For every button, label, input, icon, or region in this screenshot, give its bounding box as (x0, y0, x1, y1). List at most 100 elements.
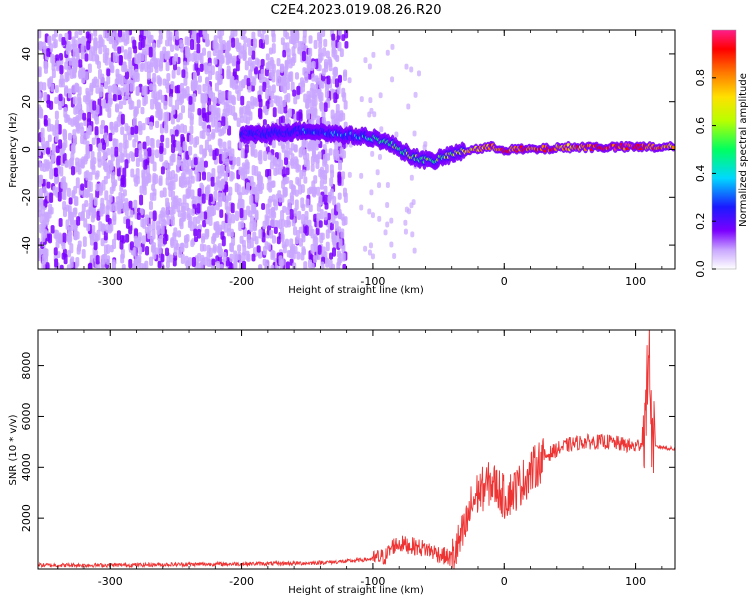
sparse-speckle (409, 174, 414, 181)
noise-speckle (285, 81, 290, 91)
noise-speckle (258, 38, 263, 49)
noise-speckle (42, 41, 47, 50)
noise-speckle (108, 194, 113, 203)
noise-speckle (227, 146, 232, 157)
noise-speckle (287, 198, 292, 210)
noise-speckle (311, 73, 316, 82)
noise-speckle (222, 251, 227, 262)
noise-speckle (49, 206, 54, 215)
noise-speckle (91, 160, 96, 170)
noise-speckle (273, 200, 278, 211)
noise-speckle (270, 207, 275, 217)
noise-speckle (303, 176, 308, 184)
noise-speckle (84, 53, 89, 62)
noise-speckle (122, 96, 127, 106)
noise-speckle (242, 245, 247, 256)
noise-speckle (184, 237, 189, 249)
noise-speckle (180, 202, 185, 213)
sparse-speckle (390, 43, 395, 50)
noise-speckle (165, 111, 170, 122)
noise-speckle (208, 86, 213, 97)
noise-speckle (258, 229, 263, 239)
noise-speckle (142, 141, 147, 150)
noise-speckle (140, 106, 145, 115)
noise-speckle (81, 72, 86, 84)
noise-speckle (149, 236, 154, 245)
noise-speckle (106, 32, 111, 42)
noise-speckle (102, 99, 107, 109)
x-tick-label: 0 (501, 275, 508, 288)
noise-speckle (43, 247, 48, 259)
noise-speckle (131, 153, 136, 162)
noise-speckle (307, 94, 312, 104)
noise-speckle (229, 228, 234, 238)
noise-speckle (319, 170, 324, 181)
noise-speckle (179, 82, 184, 92)
noise-speckle (336, 261, 341, 269)
noise-speckle (213, 190, 218, 202)
noise-speckle (98, 221, 103, 232)
noise-speckle (336, 250, 341, 258)
noise-speckle (159, 52, 164, 63)
noise-speckle (341, 171, 346, 180)
snr-frame (37, 329, 676, 570)
noise-speckle (198, 117, 203, 126)
noise-speckle (139, 185, 144, 194)
noise-speckle (190, 189, 195, 200)
noise-speckle (58, 52, 63, 61)
x-tick-label: 100 (625, 275, 646, 288)
noise-speckle (197, 84, 202, 95)
noise-speckle (270, 217, 275, 228)
noise-speckle (128, 258, 133, 269)
noise-speckle (225, 206, 230, 215)
noise-speckle (344, 41, 349, 49)
noise-speckle (254, 98, 259, 107)
noise-speckle (291, 35, 296, 44)
noise-speckle (301, 213, 306, 225)
noise-speckle (216, 107, 221, 118)
noise-speckle (93, 241, 98, 251)
noise-speckle (105, 214, 110, 223)
noise-speckle (254, 192, 259, 203)
noise-speckle (264, 262, 269, 269)
noise-speckle (193, 157, 198, 166)
colorbar-tick-label: 0.4 (694, 165, 707, 183)
noise-speckle (196, 215, 201, 225)
noise-speckle (257, 179, 262, 187)
noise-speckle (220, 192, 225, 202)
noise-speckle (302, 149, 307, 161)
noise-speckle (239, 106, 244, 115)
noise-speckle (184, 162, 189, 173)
noise-speckle (172, 139, 177, 148)
noise-speckle (281, 100, 286, 108)
noise-speckle (160, 94, 165, 103)
noise-speckle (77, 111, 82, 121)
noise-speckle (118, 100, 123, 110)
noise-speckle (54, 258, 59, 268)
noise-speckle (183, 124, 188, 134)
noise-speckle (288, 58, 293, 69)
noise-speckle (46, 147, 51, 155)
noise-speckle (326, 75, 331, 85)
noise-speckle (59, 74, 64, 85)
sparse-speckle (385, 201, 390, 208)
noise-speckle (251, 50, 256, 60)
sparse-speckle (370, 150, 375, 157)
noise-speckle (66, 187, 71, 198)
noise-speckle (149, 121, 154, 130)
noise-speckle (195, 136, 200, 146)
noise-speckle (234, 79, 239, 90)
y-tick-label: -40 (20, 236, 33, 254)
noise-speckle (210, 176, 215, 187)
sparse-speckle (367, 249, 372, 256)
noise-speckle (187, 220, 192, 229)
noise-speckle (85, 90, 90, 101)
noise-speckle (211, 258, 216, 266)
noise-speckle (57, 191, 62, 202)
noise-speckle (205, 112, 210, 123)
noise-speckle (342, 92, 347, 103)
noise-speckle (268, 195, 273, 203)
noise-speckle (98, 87, 103, 98)
snr-marks (38, 330, 675, 569)
